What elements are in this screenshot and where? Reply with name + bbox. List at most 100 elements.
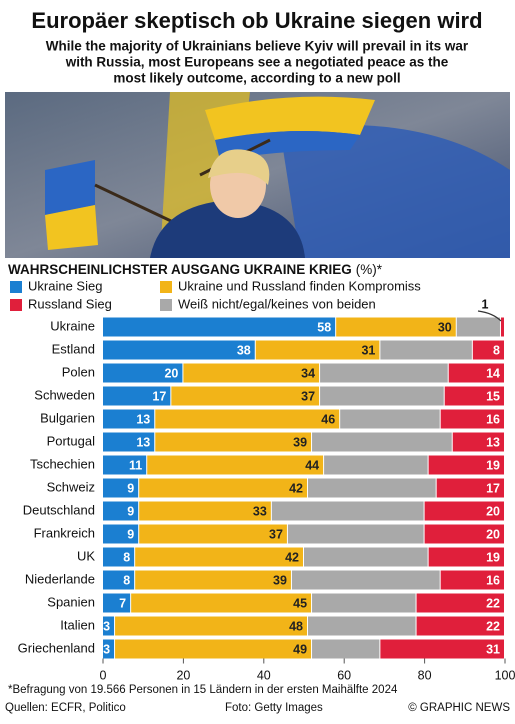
value-label: 9 — [127, 527, 134, 541]
bar-segment — [103, 317, 336, 337]
legend-label: Ukraine und Russland finden Kompromiss — [178, 278, 421, 293]
bar-segment — [424, 524, 504, 544]
bar-segment — [271, 501, 424, 521]
value-label: 20 — [486, 504, 500, 518]
bar-segment — [320, 386, 444, 406]
bar-segment — [103, 432, 155, 452]
bar-segment — [103, 524, 139, 544]
value-label: 14 — [486, 366, 500, 380]
x-tick-label: 20 — [176, 668, 190, 682]
value-label: 58 — [317, 320, 331, 334]
source: Quellen: ECFR, Politico — [5, 702, 126, 714]
value-label: 1 — [482, 297, 489, 311]
value-label: 16 — [486, 573, 500, 587]
copyright: © GRAPHIC NEWS — [408, 702, 510, 714]
bar-segment — [416, 616, 504, 636]
value-label: 42 — [289, 481, 303, 495]
label-arrow — [477, 310, 502, 322]
photo — [5, 92, 510, 258]
bar-segment — [139, 524, 287, 544]
bar-segment — [103, 593, 131, 613]
value-label: 49 — [293, 642, 307, 656]
y-tick-label: Italien — [60, 617, 95, 632]
y-tick-label: Polen — [62, 364, 95, 379]
x-tick-label: 80 — [418, 668, 432, 682]
bar-segment — [452, 432, 504, 452]
bar-segment — [380, 639, 504, 659]
bar-segment — [103, 386, 171, 406]
value-label: 17 — [152, 389, 166, 403]
bar-segment — [287, 524, 424, 544]
bar-segment — [147, 455, 324, 475]
bar-segment — [304, 547, 428, 567]
bar-segment — [336, 317, 456, 337]
bar-segment — [135, 570, 291, 590]
bar-segment — [312, 639, 380, 659]
value-label: 3 — [103, 619, 110, 633]
y-tick-label: Estland — [52, 341, 95, 356]
value-label: 37 — [301, 389, 315, 403]
x-tick-label: 40 — [257, 668, 271, 682]
legend-label: Russland Sieg — [28, 296, 112, 311]
value-label: 33 — [253, 504, 267, 518]
bar-segment — [183, 363, 320, 383]
value-label: 17 — [486, 481, 500, 495]
y-tick-label: Tschechien — [30, 456, 95, 471]
bar-segment — [291, 570, 440, 590]
value-label: 8 — [123, 573, 130, 587]
value-label: 38 — [237, 343, 251, 357]
value-label: 39 — [273, 573, 287, 587]
bar-segment — [416, 593, 504, 613]
value-label: 19 — [486, 550, 500, 564]
x-tick-label: 0 — [100, 668, 107, 682]
value-label: 7 — [119, 596, 126, 610]
value-label: 20 — [486, 527, 500, 541]
bar-segment — [103, 340, 255, 360]
bar-segment — [131, 593, 312, 613]
value-label: 22 — [486, 596, 500, 610]
bar-segment — [139, 501, 271, 521]
y-tick-label: UK — [77, 548, 95, 563]
legend-swatch — [10, 299, 22, 311]
bar-segment — [103, 616, 115, 636]
bar-segment — [444, 386, 504, 406]
legend-label: Ukraine Sieg — [28, 278, 102, 293]
value-label: 39 — [293, 435, 307, 449]
value-label: 37 — [269, 527, 283, 541]
subtitle: with Russia, most Europeans see a negoti… — [65, 55, 449, 70]
y-tick-label: Niederlande — [25, 571, 95, 586]
y-tick-label: Frankreich — [34, 525, 95, 540]
bar-segment — [103, 455, 147, 475]
value-label: 8 — [493, 343, 500, 357]
y-tick-label: Deutschland — [23, 502, 95, 517]
y-tick-label: Schweiz — [47, 479, 95, 494]
bar-segment — [135, 547, 303, 567]
chart-title: WAHRSCHEINLICHSTER AUSGANG UKRAINE KRIEG… — [8, 262, 383, 277]
bar-segment — [320, 363, 448, 383]
x-tick-label: 60 — [337, 668, 351, 682]
bar-segment — [380, 340, 472, 360]
bar-segment — [115, 616, 308, 636]
bar-segment — [500, 317, 504, 337]
bar-segment — [324, 455, 428, 475]
bar-segment — [472, 340, 504, 360]
value-label: 3 — [103, 642, 110, 656]
bar-segment — [103, 409, 155, 429]
bar-segment — [171, 386, 320, 406]
value-label: 11 — [129, 458, 142, 472]
bar-segment — [340, 409, 440, 429]
value-label: 46 — [321, 412, 335, 426]
value-label: 13 — [136, 412, 150, 426]
bar-segment — [103, 478, 139, 498]
bar-segment — [155, 409, 340, 429]
chart-title-text: WAHRSCHEINLICHSTER AUSGANG UKRAINE KRIEG — [8, 262, 352, 277]
subtitle: While the majority of Ukrainians believe… — [46, 39, 469, 54]
value-label: 8 — [123, 550, 130, 564]
bar-segment — [139, 478, 308, 498]
y-tick-label: Portugal — [47, 433, 96, 448]
legend-swatch — [160, 281, 172, 293]
value-label: 48 — [289, 619, 303, 633]
bar-segment — [115, 639, 312, 659]
